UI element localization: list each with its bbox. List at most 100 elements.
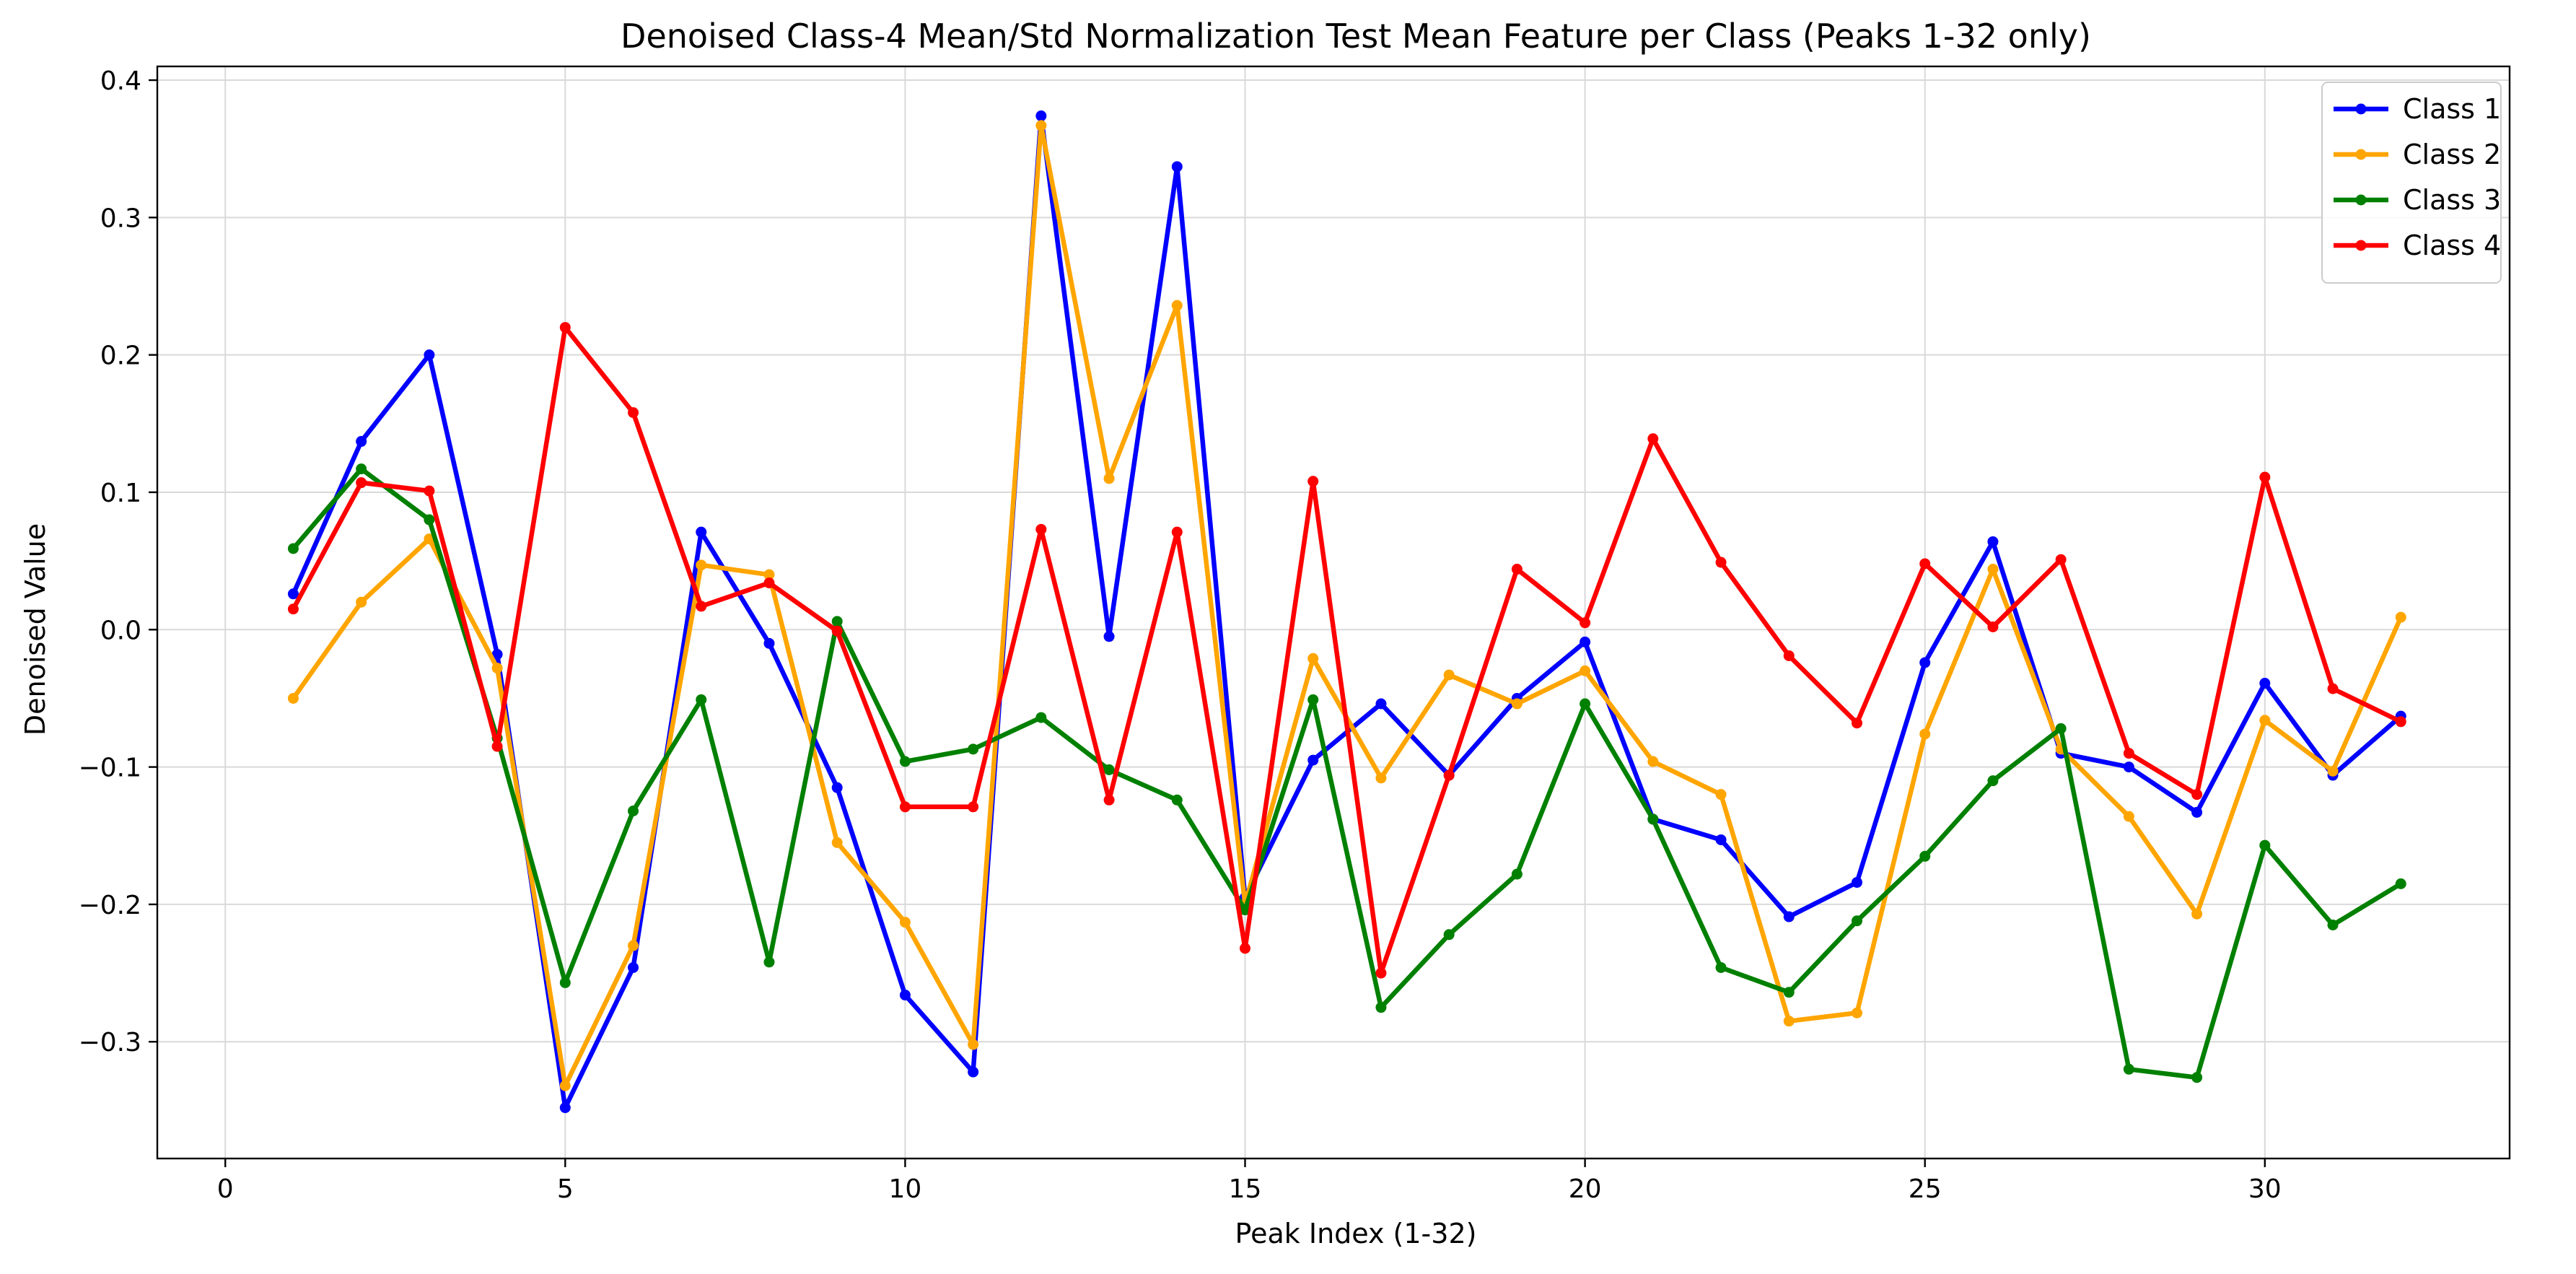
data-point xyxy=(1443,669,1455,681)
data-point xyxy=(2123,762,2134,773)
data-point xyxy=(491,741,503,752)
data-point xyxy=(763,569,775,580)
data-point xyxy=(1171,794,1183,806)
data-point xyxy=(1715,557,1727,568)
data-point xyxy=(287,543,299,554)
data-point xyxy=(1103,794,1115,806)
data-point xyxy=(968,801,979,813)
legend-item: Class 1 xyxy=(2334,93,2501,125)
data-point xyxy=(831,625,843,637)
data-point xyxy=(1375,772,1387,784)
data-point xyxy=(831,837,843,848)
data-point xyxy=(1580,617,1591,629)
data-point xyxy=(1783,987,1795,998)
data-point xyxy=(968,1066,979,1078)
data-point xyxy=(287,603,299,615)
data-point xyxy=(1511,868,1523,880)
y-tick-label: −0.1 xyxy=(79,754,141,783)
series-layer xyxy=(287,110,2406,1114)
series-class-4 xyxy=(287,322,2406,979)
legend-frame xyxy=(2321,82,2502,284)
y-tick-label: 0.4 xyxy=(100,66,141,96)
data-point xyxy=(2259,715,2271,726)
legend-label: Class 1 xyxy=(2403,93,2501,125)
chart-title: Denoised Class-4 Mean/Std Normalization … xyxy=(621,17,2091,56)
data-point xyxy=(1647,756,1659,767)
data-point xyxy=(1647,433,1659,445)
data-point xyxy=(628,806,639,817)
data-point xyxy=(831,616,843,627)
legend-marker xyxy=(2355,194,2367,206)
data-point xyxy=(2327,919,2339,930)
data-point xyxy=(1511,564,1523,575)
data-point xyxy=(1987,621,1999,632)
data-point xyxy=(2327,683,2339,694)
data-point xyxy=(1307,754,1319,766)
data-point xyxy=(559,322,571,333)
legend-marker xyxy=(2355,240,2367,251)
data-point xyxy=(2191,789,2203,800)
data-point xyxy=(1035,712,1047,723)
data-point xyxy=(1715,961,1727,973)
y-axis-title: Denoised Value xyxy=(19,523,51,736)
data-point xyxy=(2191,1072,2203,1083)
y-tick-label: 0.0 xyxy=(100,616,141,645)
data-point xyxy=(1511,698,1523,710)
data-point xyxy=(1715,834,1727,845)
data-point xyxy=(424,514,435,525)
x-tick-label: 0 xyxy=(217,1174,234,1204)
data-point xyxy=(696,559,707,571)
data-point xyxy=(1580,636,1591,647)
data-point xyxy=(1851,876,1862,888)
data-point xyxy=(1987,536,1999,547)
data-point xyxy=(2055,723,2067,734)
data-point xyxy=(2191,908,2203,920)
data-point xyxy=(1851,717,1862,729)
data-point xyxy=(696,601,707,612)
data-point xyxy=(628,961,639,973)
data-point xyxy=(2259,471,2271,483)
data-point xyxy=(356,477,367,489)
data-point xyxy=(2259,839,2271,851)
x-tick-label: 30 xyxy=(2248,1174,2282,1204)
data-point xyxy=(1919,728,1931,740)
data-point xyxy=(1103,631,1115,642)
data-point xyxy=(1987,564,1999,575)
data-point xyxy=(1919,850,1931,862)
data-point xyxy=(2055,554,2067,565)
data-point xyxy=(1851,1007,1862,1018)
series-line xyxy=(291,466,2402,1080)
data-point xyxy=(2395,611,2406,623)
data-point xyxy=(696,526,707,538)
data-point xyxy=(2259,678,2271,689)
legend-label: Class 3 xyxy=(2403,184,2501,216)
data-point xyxy=(1307,476,1319,487)
data-point xyxy=(2395,716,2406,728)
legend-item: Class 3 xyxy=(2334,184,2501,216)
data-point xyxy=(1580,698,1591,710)
data-point xyxy=(356,463,367,475)
plot-frame xyxy=(156,65,2511,1160)
y-tick-label: −0.2 xyxy=(79,891,141,920)
data-point xyxy=(1443,929,1455,941)
data-point xyxy=(899,801,911,813)
data-point xyxy=(2191,806,2203,818)
data-point xyxy=(1171,161,1183,173)
data-point xyxy=(696,694,707,705)
legend-marker xyxy=(2355,149,2367,160)
data-point xyxy=(1307,694,1319,705)
data-point xyxy=(1103,764,1115,775)
data-point xyxy=(1375,1002,1387,1013)
data-point xyxy=(1103,473,1115,484)
data-point xyxy=(1987,775,1999,787)
data-point xyxy=(2327,765,2339,777)
data-point xyxy=(763,637,775,649)
ticks: 0 5 10 15 20 25 30 −0.3 −0.2 −0.1 0.0 0.1 0.2 0.3 0.4 xyxy=(79,66,2282,1204)
data-point xyxy=(491,649,503,660)
y-tick-label: 0.3 xyxy=(100,204,141,233)
legend-item: Class 4 xyxy=(2334,230,2501,261)
data-point xyxy=(1783,1016,1795,1027)
data-point xyxy=(628,407,639,419)
x-tick-label: 20 xyxy=(1569,1174,1602,1204)
